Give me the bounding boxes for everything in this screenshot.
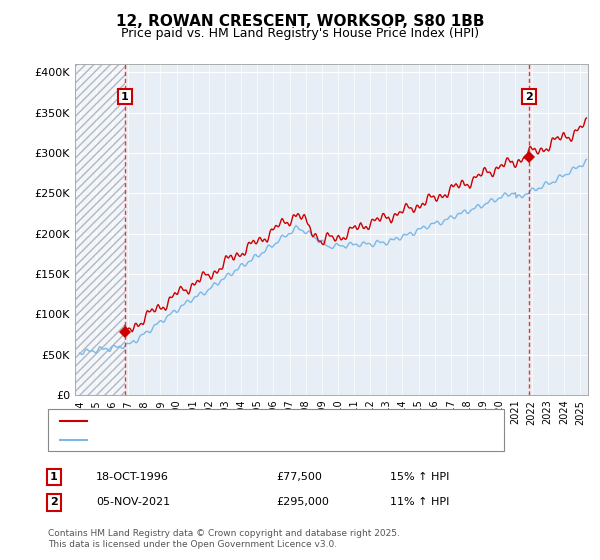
Text: HPI: Average price, detached house, Bassetlaw: HPI: Average price, detached house, Bass… xyxy=(93,435,339,445)
Text: 2: 2 xyxy=(50,497,58,507)
Text: £295,000: £295,000 xyxy=(276,497,329,507)
Text: Contains HM Land Registry data © Crown copyright and database right 2025.
This d: Contains HM Land Registry data © Crown c… xyxy=(48,529,400,549)
Bar xyxy=(75,64,125,395)
Text: 1: 1 xyxy=(121,92,129,101)
Text: £77,500: £77,500 xyxy=(276,472,322,482)
Text: 11% ↑ HPI: 11% ↑ HPI xyxy=(390,497,449,507)
Text: 12, ROWAN CRESCENT, WORKSOP, S80 1BB (detached house): 12, ROWAN CRESCENT, WORKSOP, S80 1BB (de… xyxy=(93,416,417,426)
Text: 18-OCT-1996: 18-OCT-1996 xyxy=(96,472,169,482)
Bar xyxy=(75,64,125,395)
Text: 12, ROWAN CRESCENT, WORKSOP, S80 1BB: 12, ROWAN CRESCENT, WORKSOP, S80 1BB xyxy=(116,14,484,29)
Bar xyxy=(75,64,125,395)
Text: 15% ↑ HPI: 15% ↑ HPI xyxy=(390,472,449,482)
Text: 2: 2 xyxy=(525,92,533,101)
Text: Price paid vs. HM Land Registry's House Price Index (HPI): Price paid vs. HM Land Registry's House … xyxy=(121,27,479,40)
Text: 05-NOV-2021: 05-NOV-2021 xyxy=(96,497,170,507)
Text: 1: 1 xyxy=(50,472,58,482)
